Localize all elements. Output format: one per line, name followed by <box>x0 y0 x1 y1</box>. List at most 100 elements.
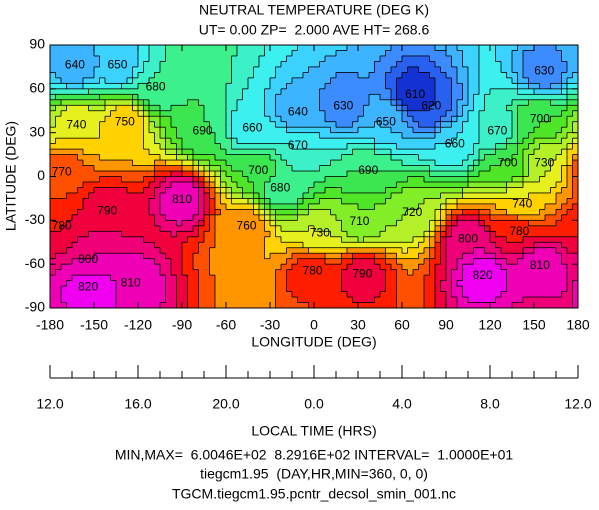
field-cell <box>314 231 320 238</box>
field-cell <box>369 225 375 232</box>
field-cell <box>490 138 496 145</box>
field-cell <box>275 72 282 79</box>
field-cell <box>121 247 128 254</box>
field-cell <box>501 214 507 221</box>
field-cell <box>209 297 216 303</box>
field-cell <box>182 99 188 106</box>
field-cell <box>165 297 172 303</box>
field-cell <box>275 132 282 139</box>
field-cell <box>550 127 557 134</box>
field-cell <box>369 132 375 139</box>
field-cell <box>193 236 199 243</box>
field-cell <box>567 181 573 188</box>
field-cell <box>182 176 188 183</box>
field-cell <box>171 83 177 90</box>
field-cell <box>154 247 161 254</box>
field-cell <box>242 105 249 112</box>
field-cell <box>215 77 221 84</box>
field-cell <box>66 187 73 194</box>
field-cell <box>149 236 155 243</box>
field-cell <box>407 94 414 101</box>
field-cell <box>462 66 469 73</box>
field-cell <box>198 220 205 227</box>
field-cell <box>226 50 232 57</box>
field-cell <box>413 132 419 139</box>
field-cell <box>358 302 364 309</box>
field-cell <box>72 61 78 68</box>
field-cell <box>435 149 441 155</box>
field-cell <box>132 160 139 166</box>
field-cell <box>94 132 100 139</box>
field-cell <box>308 127 315 134</box>
field-cell <box>127 280 133 287</box>
field-cell <box>226 275 232 282</box>
field-cell <box>176 275 183 282</box>
field-cell <box>534 121 540 128</box>
field-cell <box>231 94 238 101</box>
field-cell <box>209 242 216 249</box>
field-cell <box>484 297 491 303</box>
field-cell <box>248 105 254 112</box>
field-cell <box>215 176 221 183</box>
field-cell <box>281 264 287 271</box>
field-cell <box>385 198 392 205</box>
field-cell <box>204 187 210 194</box>
field-cell <box>413 253 419 260</box>
field-cell <box>55 88 62 95</box>
field-cell <box>429 247 436 254</box>
field-cell <box>363 242 370 249</box>
field-cell <box>402 66 408 73</box>
field-cell <box>154 275 161 282</box>
field-cell <box>446 77 452 84</box>
field-cell <box>446 231 452 238</box>
field-cell <box>160 269 166 276</box>
field-cell <box>138 132 144 139</box>
field-cell <box>325 203 331 210</box>
field-cell <box>182 275 188 282</box>
field-cell <box>154 132 161 139</box>
field-cell <box>286 247 293 254</box>
field-cell <box>556 61 562 68</box>
field-cell <box>61 88 67 95</box>
field-cell <box>127 83 133 90</box>
field-cell <box>385 149 392 155</box>
field-cell <box>336 116 342 123</box>
field-cell <box>424 165 430 172</box>
field-cell <box>116 77 122 84</box>
field-cell <box>50 165 56 172</box>
field-cell <box>264 209 271 216</box>
field-cell <box>275 154 282 161</box>
field-cell <box>484 149 491 155</box>
field-cell <box>253 66 260 73</box>
field-cell <box>209 66 216 73</box>
field-cell <box>374 132 381 139</box>
field-cell <box>528 258 535 265</box>
field-cell <box>539 94 546 101</box>
field-cell <box>121 45 128 51</box>
field-cell <box>83 138 89 145</box>
field-cell <box>363 286 370 292</box>
field-cell <box>132 242 139 249</box>
field-cell <box>341 269 348 276</box>
field-cell <box>490 110 496 117</box>
field-cell <box>253 214 260 221</box>
field-cell <box>468 121 474 128</box>
field-cell <box>253 105 260 112</box>
field-cell <box>479 203 485 210</box>
field-cell <box>160 83 166 90</box>
field-cell <box>561 154 568 161</box>
field-cell <box>303 105 309 112</box>
field-cell <box>567 302 573 309</box>
field-cell <box>253 88 260 95</box>
field-cell <box>413 181 419 188</box>
field-cell <box>523 236 529 243</box>
field-cell <box>248 258 254 265</box>
field-cell <box>127 209 133 216</box>
field-cell <box>193 247 199 254</box>
field-cell <box>429 99 436 106</box>
field-cell <box>490 165 496 172</box>
field-cell <box>391 231 397 238</box>
field-cell <box>347 143 353 150</box>
field-cell <box>242 187 249 194</box>
field-cell <box>171 77 177 84</box>
